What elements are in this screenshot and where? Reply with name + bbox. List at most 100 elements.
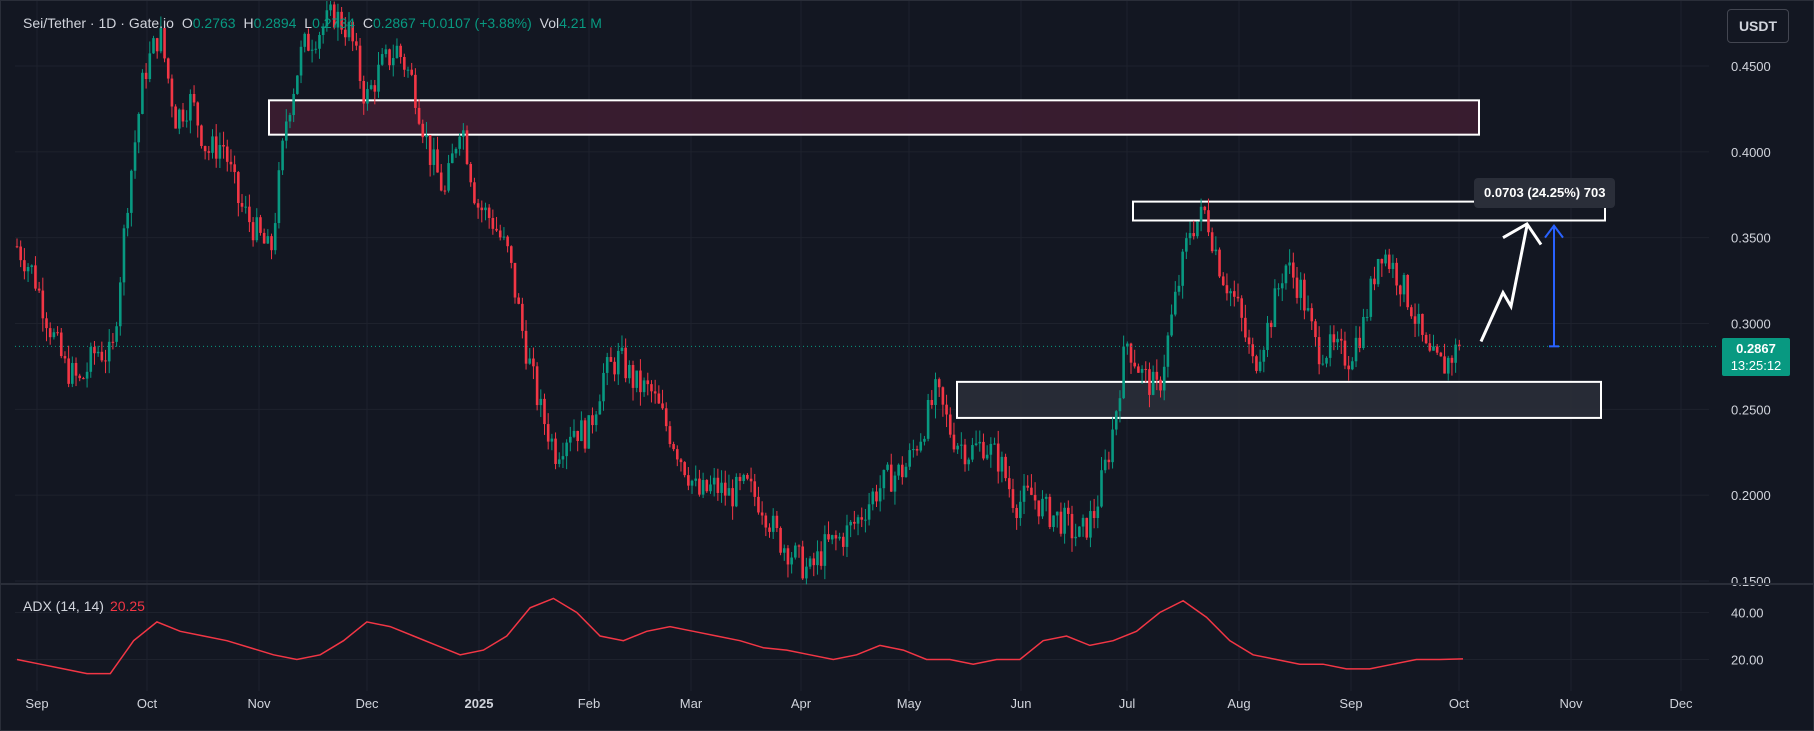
x-tick-label: 2025 <box>465 696 494 711</box>
candle-body <box>336 11 340 28</box>
candle-body <box>1177 285 1181 292</box>
candle-body <box>1044 496 1048 499</box>
candle-body <box>1413 316 1417 324</box>
candle-body <box>1258 361 1262 371</box>
candle-body <box>244 206 248 208</box>
candle-body <box>709 484 712 492</box>
candle-body <box>1395 262 1398 286</box>
candle-body <box>1221 276 1225 286</box>
candle-body <box>565 442 568 457</box>
candle-body <box>1295 277 1299 298</box>
candle-body <box>978 441 982 444</box>
candle-body <box>771 515 775 532</box>
candle-body <box>207 151 211 153</box>
candle-body <box>1033 494 1037 501</box>
candle-body <box>1144 368 1148 370</box>
candle-body <box>369 85 373 90</box>
candle-body <box>48 328 52 338</box>
candle-body <box>1107 459 1111 463</box>
candle-body <box>52 332 56 338</box>
candle-body <box>1273 288 1277 328</box>
candle-body <box>462 130 465 137</box>
candle-body <box>1351 361 1354 370</box>
candle-body <box>687 475 690 486</box>
candle-body <box>1218 249 1221 277</box>
candle-body <box>889 464 893 492</box>
candle-body <box>288 115 292 122</box>
candle-body <box>1236 296 1240 299</box>
candle-body <box>1391 262 1395 269</box>
candle-body <box>838 536 841 539</box>
candle-body <box>1406 274 1409 308</box>
candle-body <box>985 454 989 459</box>
candle-body <box>15 246 19 248</box>
candle-body <box>1192 233 1196 237</box>
projection-arrow-head <box>1502 221 1543 246</box>
candle-body <box>1055 511 1059 516</box>
adx-y-tick-label: 40.00 <box>1731 606 1764 621</box>
candle-body <box>1244 317 1247 338</box>
candle-body <box>1188 233 1192 239</box>
x-tick-label: Jul <box>1119 696 1136 711</box>
candle-body <box>635 370 639 388</box>
candle-body <box>506 236 509 247</box>
candle-body <box>812 558 816 566</box>
candle-body <box>580 420 583 442</box>
candle-body <box>122 228 126 283</box>
candle-body <box>1299 279 1302 298</box>
symbol-title[interactable]: Sei/Tether · 1D · Gate.io <box>23 15 174 31</box>
candle-body <box>399 45 402 58</box>
candle-body <box>262 232 266 244</box>
candle-body <box>45 318 48 329</box>
candle-body <box>469 163 473 183</box>
candle-body <box>875 491 878 502</box>
candle-body <box>266 236 270 244</box>
candle-body <box>1435 346 1439 353</box>
candle-body <box>200 125 203 147</box>
candle-body <box>1332 334 1336 343</box>
candle-body <box>403 57 406 70</box>
volume-label: Vol <box>539 15 560 31</box>
candle-body <box>296 75 299 94</box>
candle-body <box>281 140 284 171</box>
candle-body <box>926 399 930 439</box>
candle-body <box>318 35 321 49</box>
candle-body <box>1151 371 1155 395</box>
x-tick-label: Sep <box>25 696 48 711</box>
candle-body <box>1380 258 1384 264</box>
candle-body <box>115 326 118 342</box>
candle-body <box>1384 254 1387 264</box>
candle-body <box>897 464 900 476</box>
adx-name[interactable]: ADX (14, 14) <box>23 598 104 614</box>
candle-body <box>760 512 764 516</box>
candle-body <box>974 443 978 446</box>
low-value: 0.2734 <box>312 15 355 31</box>
candle-body <box>240 203 244 207</box>
candle-body <box>380 54 384 65</box>
adx-legend: ADX (14, 14) 20.25 <box>23 598 145 614</box>
symbol-legend: Sei/Tether · 1D · Gate.io O0.2763 H0.289… <box>23 15 602 31</box>
x-tick-label: Oct <box>137 696 158 711</box>
candle-body <box>1148 369 1151 395</box>
candle-body <box>1166 335 1170 367</box>
candle-body <box>498 230 502 238</box>
candle-body <box>716 477 720 493</box>
candle-body <box>1354 337 1358 362</box>
candle-body <box>344 29 347 38</box>
candle-body <box>956 445 959 450</box>
candle-body <box>948 414 952 435</box>
candle-body <box>284 121 288 141</box>
close-label: C <box>362 15 373 31</box>
candle-body <box>1133 362 1136 367</box>
candle-body <box>1232 291 1236 297</box>
candle-body <box>410 69 413 75</box>
y-tick-label: 0.4500 <box>1731 59 1771 74</box>
currency-button[interactable]: USDT <box>1727 9 1789 43</box>
candle-body <box>292 93 295 116</box>
candle-body <box>971 445 974 460</box>
candle-body <box>1041 498 1044 517</box>
candle-body <box>934 379 937 405</box>
change-value: +0.0107 (+3.88%) <box>419 15 532 31</box>
candle-body <box>1284 265 1288 284</box>
